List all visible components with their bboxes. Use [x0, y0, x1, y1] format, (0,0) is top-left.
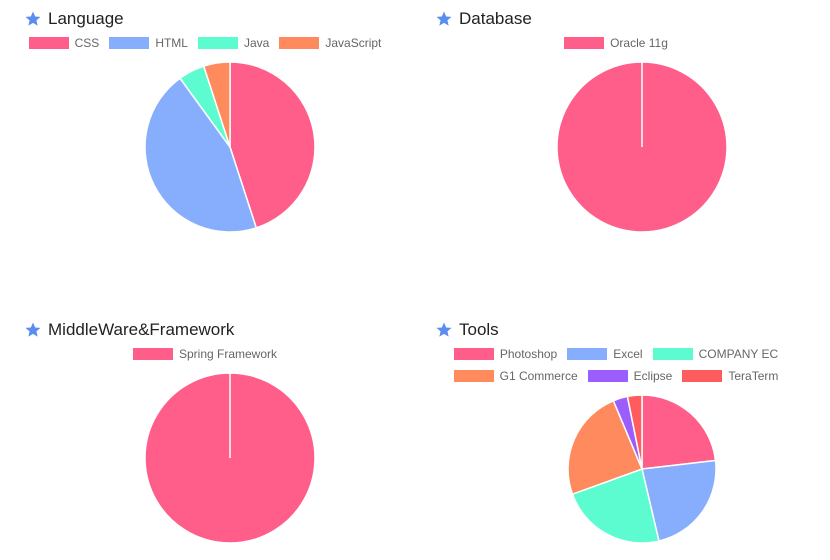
legend-label: Java [243, 36, 270, 50]
legend-label: Spring Framework [178, 347, 278, 361]
chart-panel-middleware-framework: MiddleWare&Framework Spring Framework [0, 311, 410, 560]
legend-swatch [28, 37, 69, 49]
chart-legend: Spring Framework [0, 347, 410, 361]
legend-item-spring-framework[interactable]: Spring Framework [132, 347, 278, 361]
legend-item-java[interactable]: Java [197, 36, 270, 50]
chart-title-row: Tools [435, 319, 499, 341]
chart-title-row: MiddleWare&Framework [24, 319, 234, 341]
chart-legend: Photoshop Excel COMPANY EC G1 Commerce Eclip… [411, 347, 821, 383]
star-icon [436, 11, 452, 26]
legend-item-excel[interactable]: Excel [567, 347, 643, 361]
legend-swatch [132, 348, 173, 360]
pie-slice-g1-commerce[interactable] [567, 399, 643, 496]
legend-item-css[interactable]: CSS [28, 36, 100, 50]
chart-panel-language: Language CSS HTML Java JavaScript [0, 0, 410, 280]
chart-title: MiddleWare&Framework [48, 320, 235, 339]
legend-item-photoshop[interactable]: Photoshop [453, 347, 558, 361]
chart-panel-database: Database Oracle 11g [411, 0, 821, 280]
chart-panel-tools: Tools Photoshop Excel COMPANY EC G1 Commerc… [411, 311, 821, 560]
pie-slice-html[interactable] [144, 77, 258, 233]
legend-swatch [279, 37, 320, 49]
chart-title: Database [459, 9, 532, 28]
pie-chart [144, 372, 316, 544]
pie-chart [567, 394, 717, 544]
legend-label: CSS [74, 36, 100, 50]
pie-chart [556, 61, 728, 233]
legend-item-oracle-11g[interactable]: Oracle 11g [564, 36, 668, 50]
pie-slice-teraterm[interactable] [626, 394, 643, 470]
legend-label: HTML [155, 36, 188, 50]
chart-legend: Oracle 11g [411, 36, 821, 50]
legend-swatch [197, 37, 238, 49]
legend-swatch [567, 348, 608, 360]
pie-chart [144, 61, 316, 233]
legend-swatch [453, 370, 494, 382]
legend-item-teraterm[interactable]: TeraTerm [682, 369, 778, 383]
legend-item-javascript[interactable]: JavaScript [279, 36, 381, 50]
star-icon [436, 322, 452, 337]
chart-title-row: Database [435, 8, 532, 30]
legend-swatch [682, 370, 723, 382]
pie-slice-oracle-11g[interactable] [556, 61, 728, 233]
legend-label: Excel [613, 347, 643, 361]
legend-item-company-ec[interactable]: COMPANY EC [652, 347, 779, 361]
legend-swatch [587, 370, 628, 382]
legend-label: G1 Commerce [499, 369, 578, 383]
legend-label: Oracle 11g [610, 36, 668, 50]
legend-label: TeraTerm [728, 369, 779, 383]
chart-legend: CSS HTML Java JavaScript [0, 36, 410, 50]
legend-item-html[interactable]: HTML [109, 36, 188, 50]
star-icon [25, 11, 41, 26]
chart-title: Language [48, 9, 124, 28]
pie-slice-company-ec[interactable] [571, 468, 660, 544]
legend-swatch [564, 37, 605, 49]
legend-label: Eclipse [633, 369, 673, 383]
legend-label: JavaScript [325, 36, 382, 50]
chart-title: Tools [459, 320, 499, 339]
pie-slice-spring-framework[interactable] [144, 372, 316, 544]
legend-swatch [109, 37, 150, 49]
legend-item-eclipse[interactable]: Eclipse [587, 369, 673, 383]
legend-label: Photoshop [499, 347, 558, 361]
legend-item-g1-commerce[interactable]: G1 Commerce [453, 369, 578, 383]
pie-slice-javascript[interactable] [202, 61, 231, 148]
legend-swatch [453, 348, 494, 360]
chart-title-row: Language [24, 8, 124, 30]
pie-slice-css[interactable] [229, 61, 316, 229]
legend-label: COMPANY EC [698, 347, 779, 361]
pie-slice-photoshop[interactable] [641, 394, 717, 470]
star-icon [25, 322, 41, 337]
legend-swatch [652, 348, 693, 360]
pie-slice-excel[interactable] [641, 459, 717, 542]
